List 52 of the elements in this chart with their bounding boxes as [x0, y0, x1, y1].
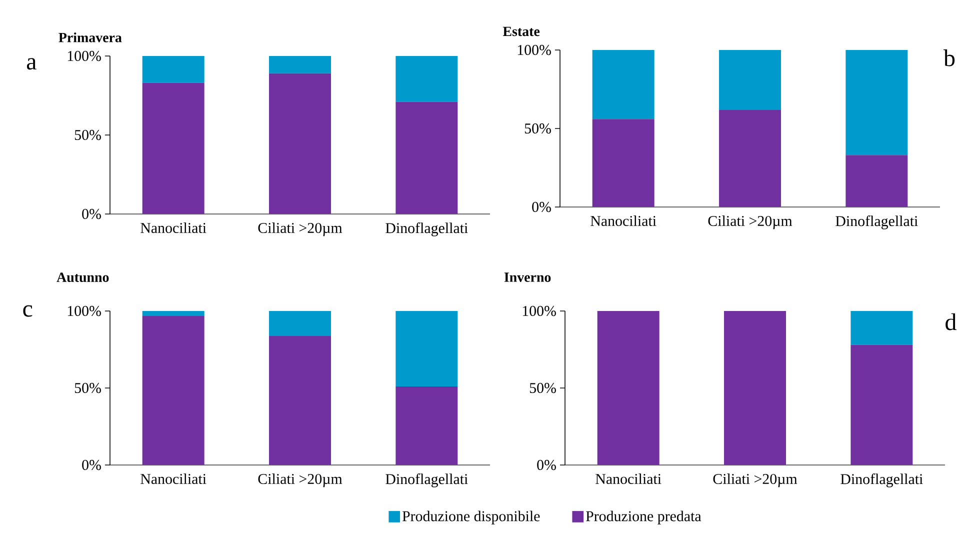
- bar: [269, 56, 332, 74]
- y-tick-label: 50%: [530, 382, 556, 394]
- y-tick-label: 50%: [74, 382, 101, 394]
- bar: [142, 316, 204, 465]
- y-tick-label: 100%: [518, 44, 551, 56]
- bar: [719, 110, 782, 207]
- bar: [592, 119, 654, 207]
- y-tick-label: 100%: [68, 306, 101, 316]
- bar: [142, 56, 204, 83]
- bar: [269, 336, 331, 465]
- y-tick-label: 0%: [82, 460, 101, 470]
- bar: [592, 50, 654, 120]
- bar: [142, 311, 204, 316]
- chart-title: Autunno: [56, 272, 109, 282]
- chart-title: Inverno: [504, 272, 551, 282]
- bar: [142, 82, 204, 214]
- x-tick-label: Dinoflagellati: [836, 216, 918, 230]
- x-tick-label: Nanociliati: [140, 222, 206, 234]
- bar: [396, 56, 458, 102]
- x-tick-label: Nanociliati: [590, 216, 656, 226]
- y-tick-label: 0%: [537, 460, 556, 470]
- bar: [396, 386, 458, 465]
- bar: [396, 102, 458, 214]
- x-tick-label: Nanociliati: [596, 474, 662, 484]
- legend-label: Produzione predata: [586, 510, 702, 524]
- bar: [269, 311, 331, 336]
- x-tick-label: Nanociliati: [140, 474, 206, 484]
- bar: [396, 311, 458, 386]
- bar: [846, 50, 908, 156]
- chart-title: Primavera: [58, 32, 122, 42]
- y-tick-label: 100%: [68, 50, 101, 62]
- bar: [846, 155, 908, 207]
- x-tick-label: Ciliati >20µm: [708, 216, 792, 230]
- legend-label: Produzione disponibile: [402, 510, 540, 524]
- y-tick-label: 0%: [532, 202, 551, 212]
- text: a: [26, 58, 36, 70]
- bar: [719, 50, 782, 110]
- x-tick-label: Ciliati >20µm: [258, 222, 342, 236]
- x-tick-label: Ciliati >20µm: [713, 474, 798, 488]
- y-tick-label: 50%: [524, 123, 551, 134]
- y-tick-label: 0%: [82, 208, 101, 220]
- x-tick-label: Ciliati >20µm: [258, 474, 342, 488]
- text: d: [946, 313, 956, 330]
- y-tick-label: 100%: [522, 306, 556, 316]
- chart-title: Estate: [502, 26, 540, 36]
- x-tick-label: Dinoflagellati: [386, 222, 468, 236]
- text: c: [23, 305, 32, 317]
- y-tick-label: 50%: [74, 130, 101, 140]
- text: b: [944, 49, 955, 66]
- x-tick-label: Dinoflagellati: [840, 474, 923, 488]
- bar: [269, 73, 332, 214]
- x-tick-label: Dinoflagellati: [386, 474, 468, 488]
